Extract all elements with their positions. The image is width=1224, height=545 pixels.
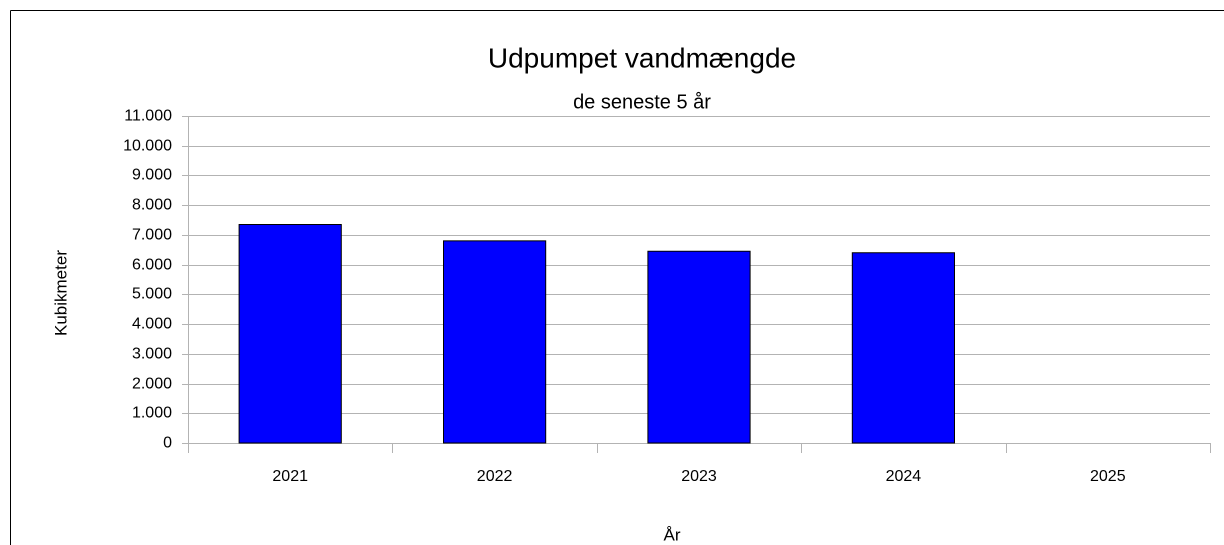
y-axis-title: Kubikmeter xyxy=(51,250,70,336)
y-tick-label: 10.000 xyxy=(123,138,172,155)
y-tick-label: 4.000 xyxy=(132,316,172,333)
x-tick-label: 2021 xyxy=(272,468,308,485)
y-tick-label: 11.000 xyxy=(124,108,172,125)
y-tick-label: 7.000 xyxy=(132,227,172,244)
y-tick-label: 9.000 xyxy=(132,167,172,184)
y-tick-label: 6.000 xyxy=(132,257,172,274)
bar xyxy=(443,240,547,444)
x-tick-label: 2024 xyxy=(886,468,922,485)
bar xyxy=(238,224,342,444)
bar xyxy=(851,252,955,444)
y-tick-label: 0 xyxy=(163,435,172,452)
y-tick-label: 3.000 xyxy=(132,346,172,363)
bar xyxy=(647,250,751,444)
x-tick-label: 2022 xyxy=(477,468,513,485)
y-tick-label: 5.000 xyxy=(132,286,172,303)
x-axis-title: År xyxy=(664,525,681,544)
x-tick-label: 2025 xyxy=(1090,468,1126,485)
y-tick-label: 1.000 xyxy=(132,405,172,422)
y-tick-label: 2.000 xyxy=(132,376,172,393)
chart-title: Udpumpet vandmængde xyxy=(488,42,796,73)
x-tick-label: 2023 xyxy=(681,468,717,485)
y-tick-label: 8.000 xyxy=(132,197,172,214)
chart-subtitle: de seneste 5 år xyxy=(573,91,711,113)
